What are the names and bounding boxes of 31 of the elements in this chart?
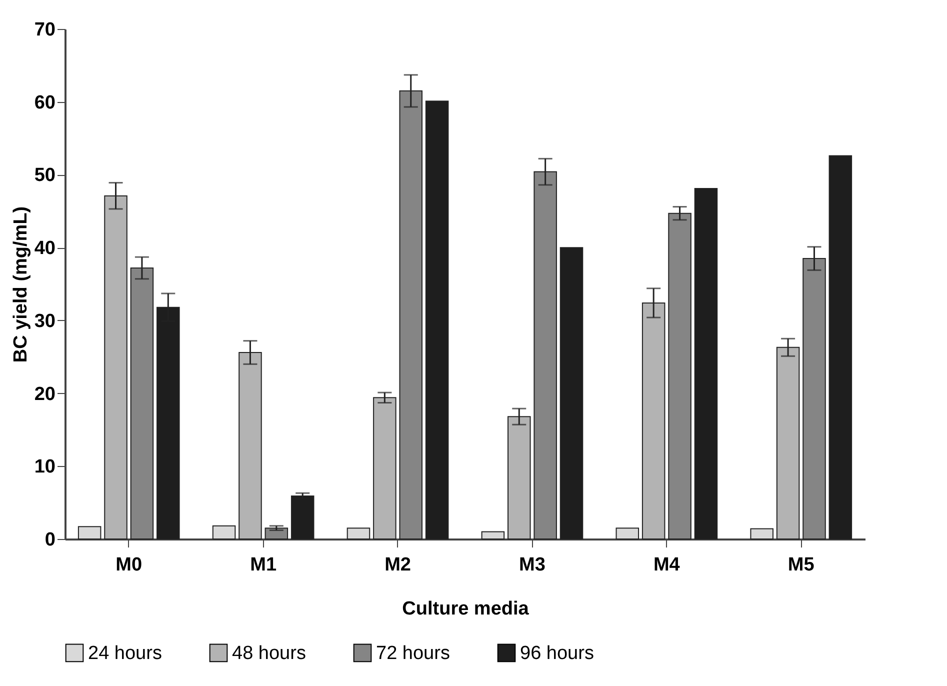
bar	[616, 528, 640, 540]
y-tick-label: 0	[44, 530, 56, 550]
bar	[78, 526, 102, 540]
bar	[425, 100, 449, 540]
bar	[694, 188, 718, 540]
legend-label: 24 hours	[88, 642, 162, 664]
bar	[828, 155, 852, 540]
bar	[481, 531, 505, 540]
y-tick-label: 30	[34, 310, 56, 332]
x-tick-label: M0	[116, 554, 142, 576]
legend-label: 48 hours	[232, 642, 306, 664]
y-tick-label: 40	[34, 238, 56, 260]
x-tick-label: M4	[653, 554, 680, 576]
x-tick-label: M5	[788, 554, 815, 576]
y-tick-label: 10	[34, 456, 56, 478]
bar	[212, 525, 236, 540]
y-tick-label: 20	[34, 384, 56, 405]
y-tick-label: 60	[34, 92, 56, 114]
x-tick-label: M3	[519, 554, 546, 576]
bar	[346, 528, 370, 540]
y-tick-label: 70	[34, 20, 56, 40]
y-axis-title: BC yield (mg/mL)	[10, 206, 32, 363]
x-tick-label: M1	[250, 554, 277, 576]
bar	[290, 496, 314, 540]
bar	[750, 528, 774, 540]
y-tick-label: 50	[34, 165, 56, 186]
legend-label: 72 hours	[376, 642, 450, 664]
legend-label: 96 hours	[520, 642, 594, 664]
x-axis-title: Culture media	[402, 598, 530, 620]
bar	[560, 247, 584, 540]
x-tick-label: M2	[384, 554, 411, 576]
